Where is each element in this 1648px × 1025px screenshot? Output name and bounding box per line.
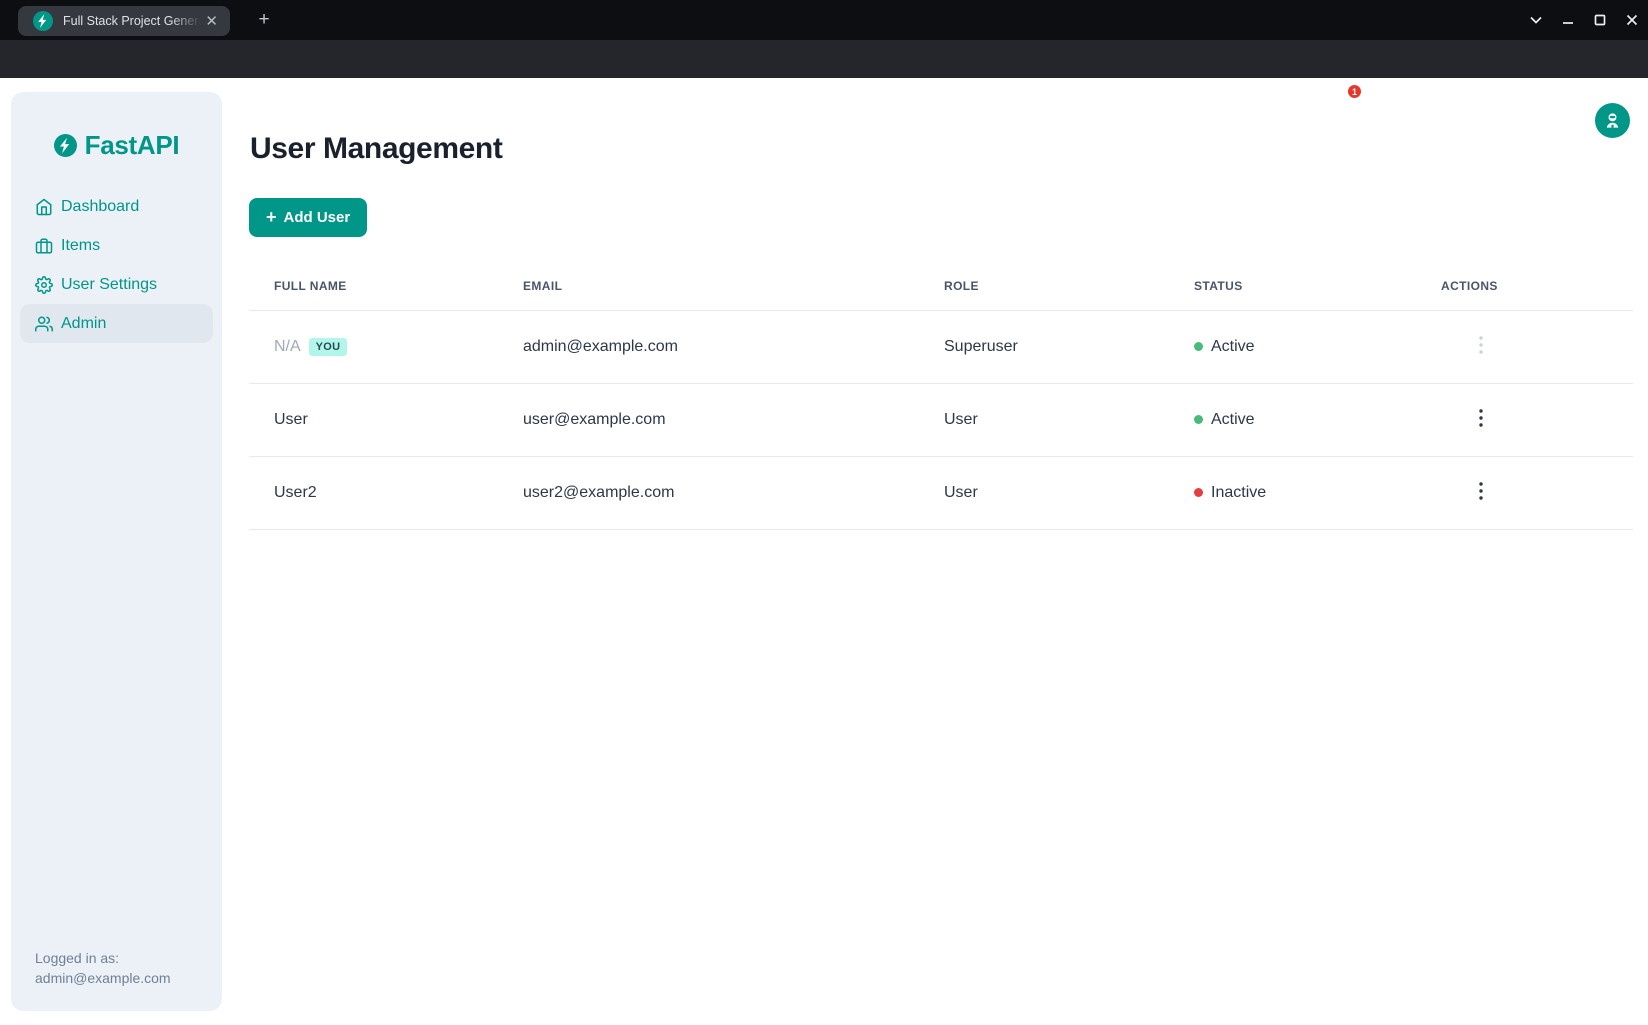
sidebar-item-items[interactable]: Items <box>20 226 213 265</box>
window-minimize-button[interactable] <box>1552 0 1584 40</box>
rewards-notification-badge[interactable]: 1 <box>1348 85 1361 98</box>
row-actions-menu-button[interactable] <box>1471 405 1491 434</box>
user-email: user2@example.com <box>498 456 919 530</box>
gear-icon <box>35 275 53 294</box>
window-close-button[interactable] <box>1616 0 1648 40</box>
table-row: User2 user2@example.com User Inactive <box>249 456 1633 530</box>
logged-in-email: admin@example.com <box>35 970 171 986</box>
logo-text: FastAPI <box>84 130 180 160</box>
user-email: admin@example.com <box>498 310 919 384</box>
fastapi-favicon-icon <box>33 11 53 31</box>
status-label: Inactive <box>1211 483 1267 501</box>
add-user-label: Add User <box>283 209 351 226</box>
browser-toolbar: localhost/admin <box>0 40 1648 114</box>
sidebar-item-user-settings[interactable]: User Settings <box>20 265 213 304</box>
status-badge: Active <box>1194 411 1416 429</box>
status-dot <box>1194 488 1203 497</box>
astronaut-user-icon <box>1606 113 1619 128</box>
user-email: user@example.com <box>498 383 919 457</box>
user-full-name: User <box>249 383 498 457</box>
col-status: STATUS <box>1169 262 1416 311</box>
table-row: N/A YOU admin@example.com Superuser Activ… <box>249 310 1633 384</box>
table-row: User user@example.com User Active <box>249 383 1633 457</box>
user-role: User <box>919 456 1169 530</box>
logged-in-footer: Logged in as: admin@example.com <box>35 948 171 988</box>
col-role: ROLE <box>919 262 1169 311</box>
user-menu-button[interactable] <box>1595 103 1630 138</box>
browser-tab[interactable]: Full Stack Project Genera ✕ <box>18 6 230 36</box>
col-email: EMAIL <box>498 262 919 311</box>
user-role: Superuser <box>919 310 1169 384</box>
tab-title: Full Stack Project Genera <box>63 14 202 28</box>
col-actions: ACTIONS <box>1416 262 1633 311</box>
sidebar-item-label: Items <box>61 236 101 254</box>
tab-search-chevron-icon[interactable] <box>1520 0 1552 40</box>
kebab-icon <box>1479 336 1483 354</box>
app-logo: FastAPI <box>11 130 222 161</box>
sidebar-item-admin[interactable]: Admin <box>20 304 213 343</box>
you-badge: YOU <box>308 337 348 356</box>
kebab-icon <box>1479 409 1483 427</box>
kebab-icon <box>1479 482 1483 500</box>
row-actions-menu-button[interactable] <box>1471 478 1491 507</box>
status-badge: Active <box>1194 338 1416 356</box>
status-dot <box>1194 342 1203 351</box>
sidebar-nav: Dashboard Items User Settings Admin <box>11 187 222 343</box>
status-badge: Inactive <box>1194 484 1416 502</box>
sidebar-item-dashboard[interactable]: Dashboard <box>20 187 213 226</box>
sidebar-item-label: Admin <box>61 314 107 332</box>
briefcase-icon <box>35 238 53 253</box>
table-header-row: FULL NAME EMAIL ROLE STATUS ACTIONS <box>249 262 1633 311</box>
tab-close-icon[interactable]: ✕ <box>205 12 218 30</box>
tab-strip: Full Stack Project Genera ✕ + <box>0 0 1648 40</box>
add-user-button[interactable]: + Add User <box>249 198 368 237</box>
users-icon <box>35 316 53 331</box>
window-maximize-button[interactable] <box>1584 0 1616 40</box>
home-icon <box>36 198 52 215</box>
logged-in-label: Logged in as: <box>35 950 120 966</box>
col-full-name: FULL NAME <box>249 262 498 311</box>
fastapi-logo-icon <box>53 134 77 157</box>
sidebar: FastAPI Dashboard Items User Settings A <box>11 92 222 1011</box>
status-dot <box>1194 415 1203 424</box>
sidebar-item-label: Dashboard <box>61 197 140 215</box>
new-tab-button[interactable]: + <box>258 9 270 30</box>
plus-icon: + <box>266 207 277 227</box>
page-title: User Management <box>250 132 503 165</box>
users-table: FULL NAME EMAIL ROLE STATUS ACTIONS N/A Y… <box>249 262 1633 530</box>
row-actions-menu-button <box>1471 332 1491 361</box>
app-content: FastAPI Dashboard Items User Settings A <box>0 78 1648 1025</box>
user-role: User <box>919 383 1169 457</box>
status-label: Active <box>1211 337 1255 355</box>
user-full-name: N/A <box>274 337 301 355</box>
user-full-name: User2 <box>249 456 498 530</box>
sidebar-item-label: User Settings <box>61 275 158 293</box>
status-label: Active <box>1211 410 1255 428</box>
